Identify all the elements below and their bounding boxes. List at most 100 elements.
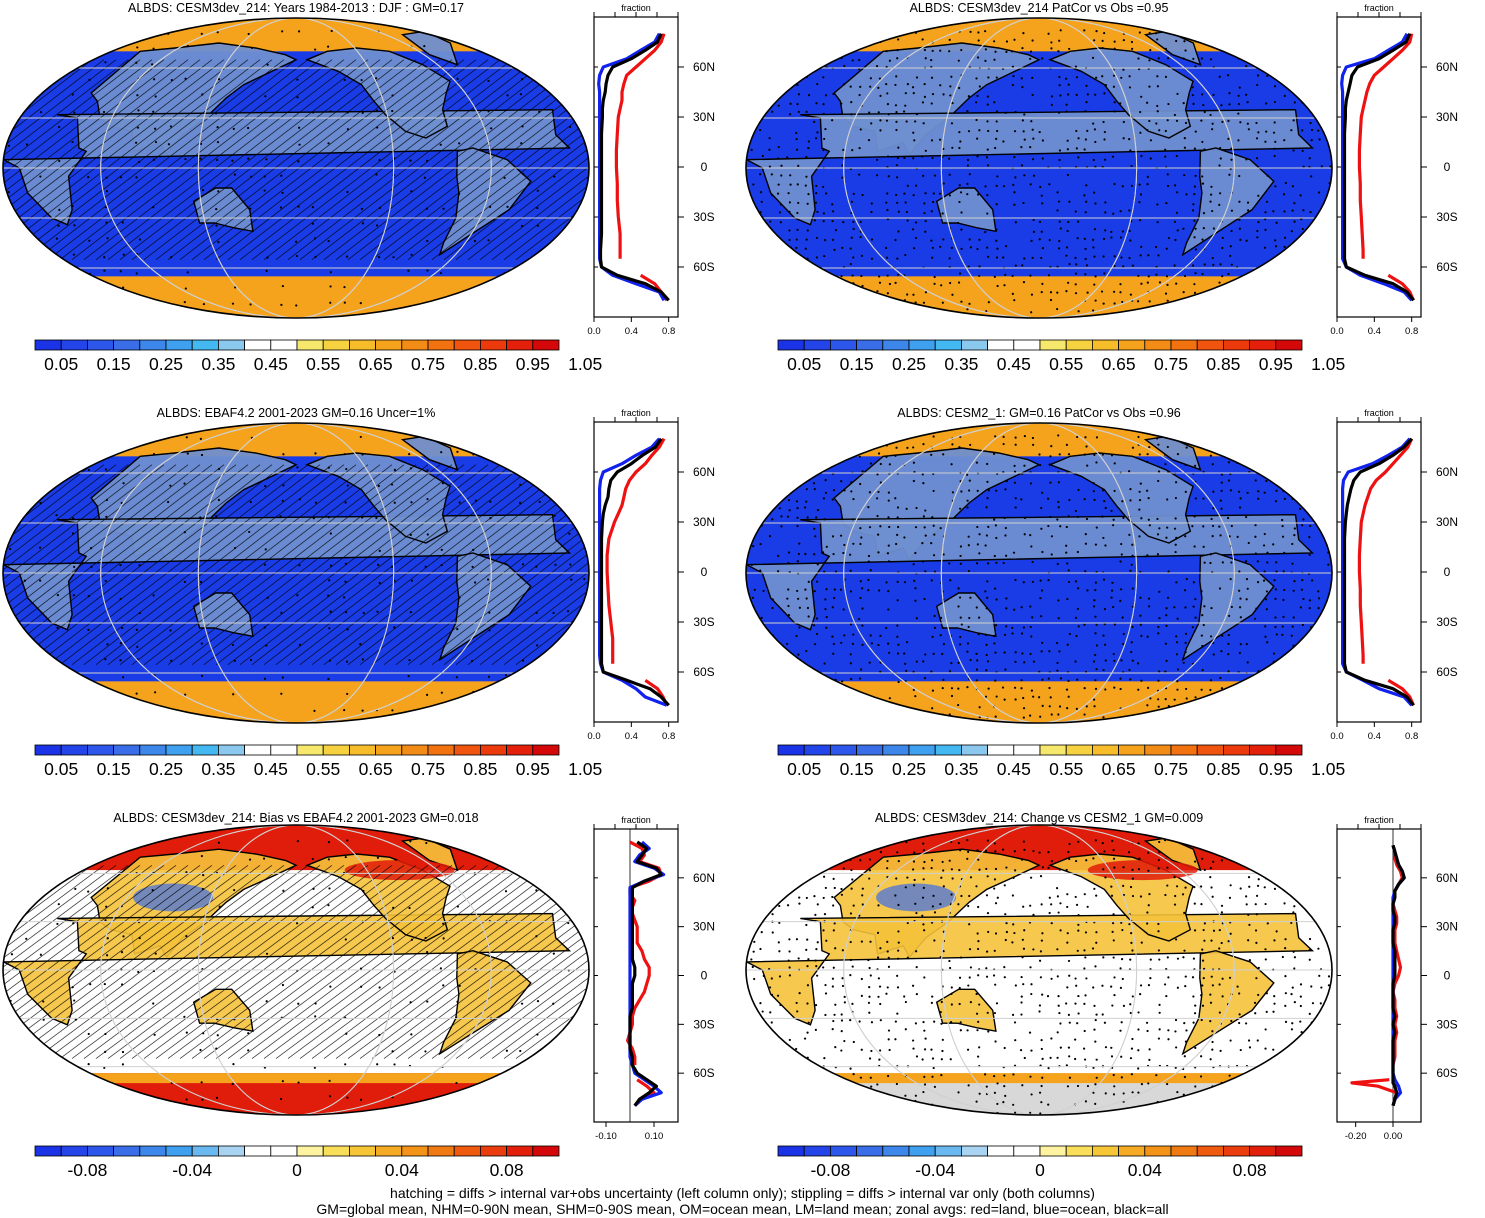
antarctic-band [746, 681, 1332, 723]
colorbar-box [1091, 744, 1119, 756]
colorbar-label: 0.25 [149, 759, 183, 779]
lat-label: 0 [1444, 565, 1451, 579]
colorbar-label: 0.45 [997, 354, 1031, 374]
southern-ocean-band [746, 1073, 1332, 1084]
colorbar-box [1196, 339, 1224, 351]
colorbar-box [1118, 339, 1146, 351]
colorbar-label: 0.45 [254, 759, 288, 779]
footer-line-1: hatching = diffs > internal var+obs unce… [390, 1185, 1095, 1201]
colorbar-box [908, 1145, 936, 1157]
lat-label: 60N [1436, 60, 1458, 74]
lat-label: 30N [1436, 515, 1458, 529]
colorbar-box [139, 1145, 167, 1157]
positive-bias-patch [1087, 860, 1198, 881]
colorbar: 0.05 0.15 0.25 0.35 0.45 0.55 0.65 0.75 0.85 0.95… [777, 744, 1345, 779]
colorbar-box [139, 744, 167, 756]
colorbar-box [113, 1145, 141, 1157]
colorbar-box [1065, 339, 1093, 351]
panel-title: ALBDS: CESM2_1: GM=0.16 PatCor vs Obs =0… [897, 406, 1181, 420]
colorbar-box [987, 339, 1015, 351]
colorbar-label: 0 [1035, 1160, 1045, 1180]
colorbar-box [1144, 339, 1172, 351]
panel-title: ALBDS: CESM3dev_214 PatCor vs Obs =0.95 [910, 1, 1169, 15]
south-america-shape [1181, 949, 1275, 1056]
colorbar-label: 0.75 [1154, 759, 1188, 779]
lat-label: 30N [1436, 920, 1458, 934]
x-tick-label: 0.8 [662, 731, 675, 742]
colorbar-box [87, 1145, 115, 1157]
colorbar-label: 0.05 [787, 759, 821, 779]
colorbar-box [1118, 744, 1146, 756]
colorbar-box [987, 744, 1015, 756]
map-outline [2, 422, 590, 724]
colorbar-label: 0.75 [1154, 354, 1188, 374]
colorbar-box [270, 744, 298, 756]
australia-shape [935, 988, 997, 1033]
panel-title: ALBDS: CESM3dev_214: Bias vs EBAF4.2 200… [113, 811, 478, 825]
x-tick-label: 0.0 [1330, 326, 1343, 337]
zonal-title: fraction [621, 3, 651, 13]
colorbar-box [348, 339, 376, 351]
colorbar-box [34, 744, 62, 756]
x-tick-label: 0.00 [1384, 1131, 1403, 1142]
south-america-shape [438, 949, 532, 1056]
colorbar-box [1039, 339, 1067, 351]
footer-line-2: GM=global mean, NHM=0-90N mean, SHM=0-90… [316, 1201, 1169, 1217]
colorbar-box [1249, 339, 1277, 351]
colorbar-label: 0.08 [490, 1160, 524, 1180]
lat-label: 30N [693, 920, 715, 934]
colorbar-label: 0.15 [97, 759, 131, 779]
lat-label: 30N [693, 515, 715, 529]
colorbar-box [191, 339, 219, 351]
colorbar-box [830, 744, 858, 756]
colorbar-box [217, 744, 245, 756]
colorbar-box [1196, 744, 1224, 756]
colorbar-box [830, 1145, 858, 1157]
x-tick-label: 0.4 [625, 326, 638, 337]
colorbar-box [479, 339, 507, 351]
map-outline [2, 17, 590, 319]
colorbar-box [191, 744, 219, 756]
colorbar-box [908, 744, 936, 756]
colorbar-box [506, 1145, 534, 1157]
colorbar-box [427, 339, 455, 351]
colorbar-box [532, 339, 560, 351]
colorbar-label: 1.05 [1311, 759, 1345, 779]
colorbar-box [934, 744, 962, 756]
zonal-plot: fraction 60N 30N 0 30S 60S -0.10 0.10 [593, 815, 715, 1142]
antarctic-band [746, 276, 1332, 318]
colorbar-box [165, 1145, 193, 1157]
colorbar-box [908, 339, 936, 351]
zonal-plot: fraction 60N 30N 0 30S 60S 0.0 0.4 0.8 [587, 408, 715, 742]
colorbar-box [244, 339, 272, 351]
lat-label: 30N [1436, 110, 1458, 124]
x-tick-label: 0.4 [625, 731, 638, 742]
colorbar-box [960, 744, 988, 756]
x-tick-label: 0.0 [1330, 731, 1343, 742]
colorbar-box [830, 339, 858, 351]
colorbar-box [1222, 339, 1250, 351]
zonal-all-line [628, 840, 663, 1107]
colorbar-box [453, 1145, 481, 1157]
colorbar-label: 0.55 [1049, 354, 1083, 374]
colorbar-label: 0.95 [516, 759, 550, 779]
colorbar-label: 0.65 [1102, 759, 1136, 779]
colorbar-label: 0.45 [254, 354, 288, 374]
colorbar-box [165, 339, 193, 351]
panel-p4: ALBDS: CESM2_1: GM=0.16 PatCor vs Obs =0… [745, 406, 1458, 779]
colorbar-box [191, 1145, 219, 1157]
colorbar-box [1013, 1145, 1041, 1157]
colorbar-label: 0.75 [411, 354, 445, 374]
x-tick-label: 0.8 [662, 326, 675, 337]
colorbar-box [60, 339, 88, 351]
map-outline [745, 422, 1333, 724]
colorbar-box [882, 744, 910, 756]
colorbar-box [401, 744, 429, 756]
colorbar-label: 0.05 [44, 354, 78, 374]
colorbar-label: 0.85 [1206, 759, 1240, 779]
lat-label: 60S [1436, 1066, 1457, 1080]
colorbar: 0.05 0.15 0.25 0.35 0.45 0.55 0.65 0.75 0.85 0.95… [34, 744, 602, 779]
colorbar-label: 0.35 [201, 759, 235, 779]
colorbar-label: 0.15 [97, 354, 131, 374]
south-america-shape [1181, 552, 1275, 662]
